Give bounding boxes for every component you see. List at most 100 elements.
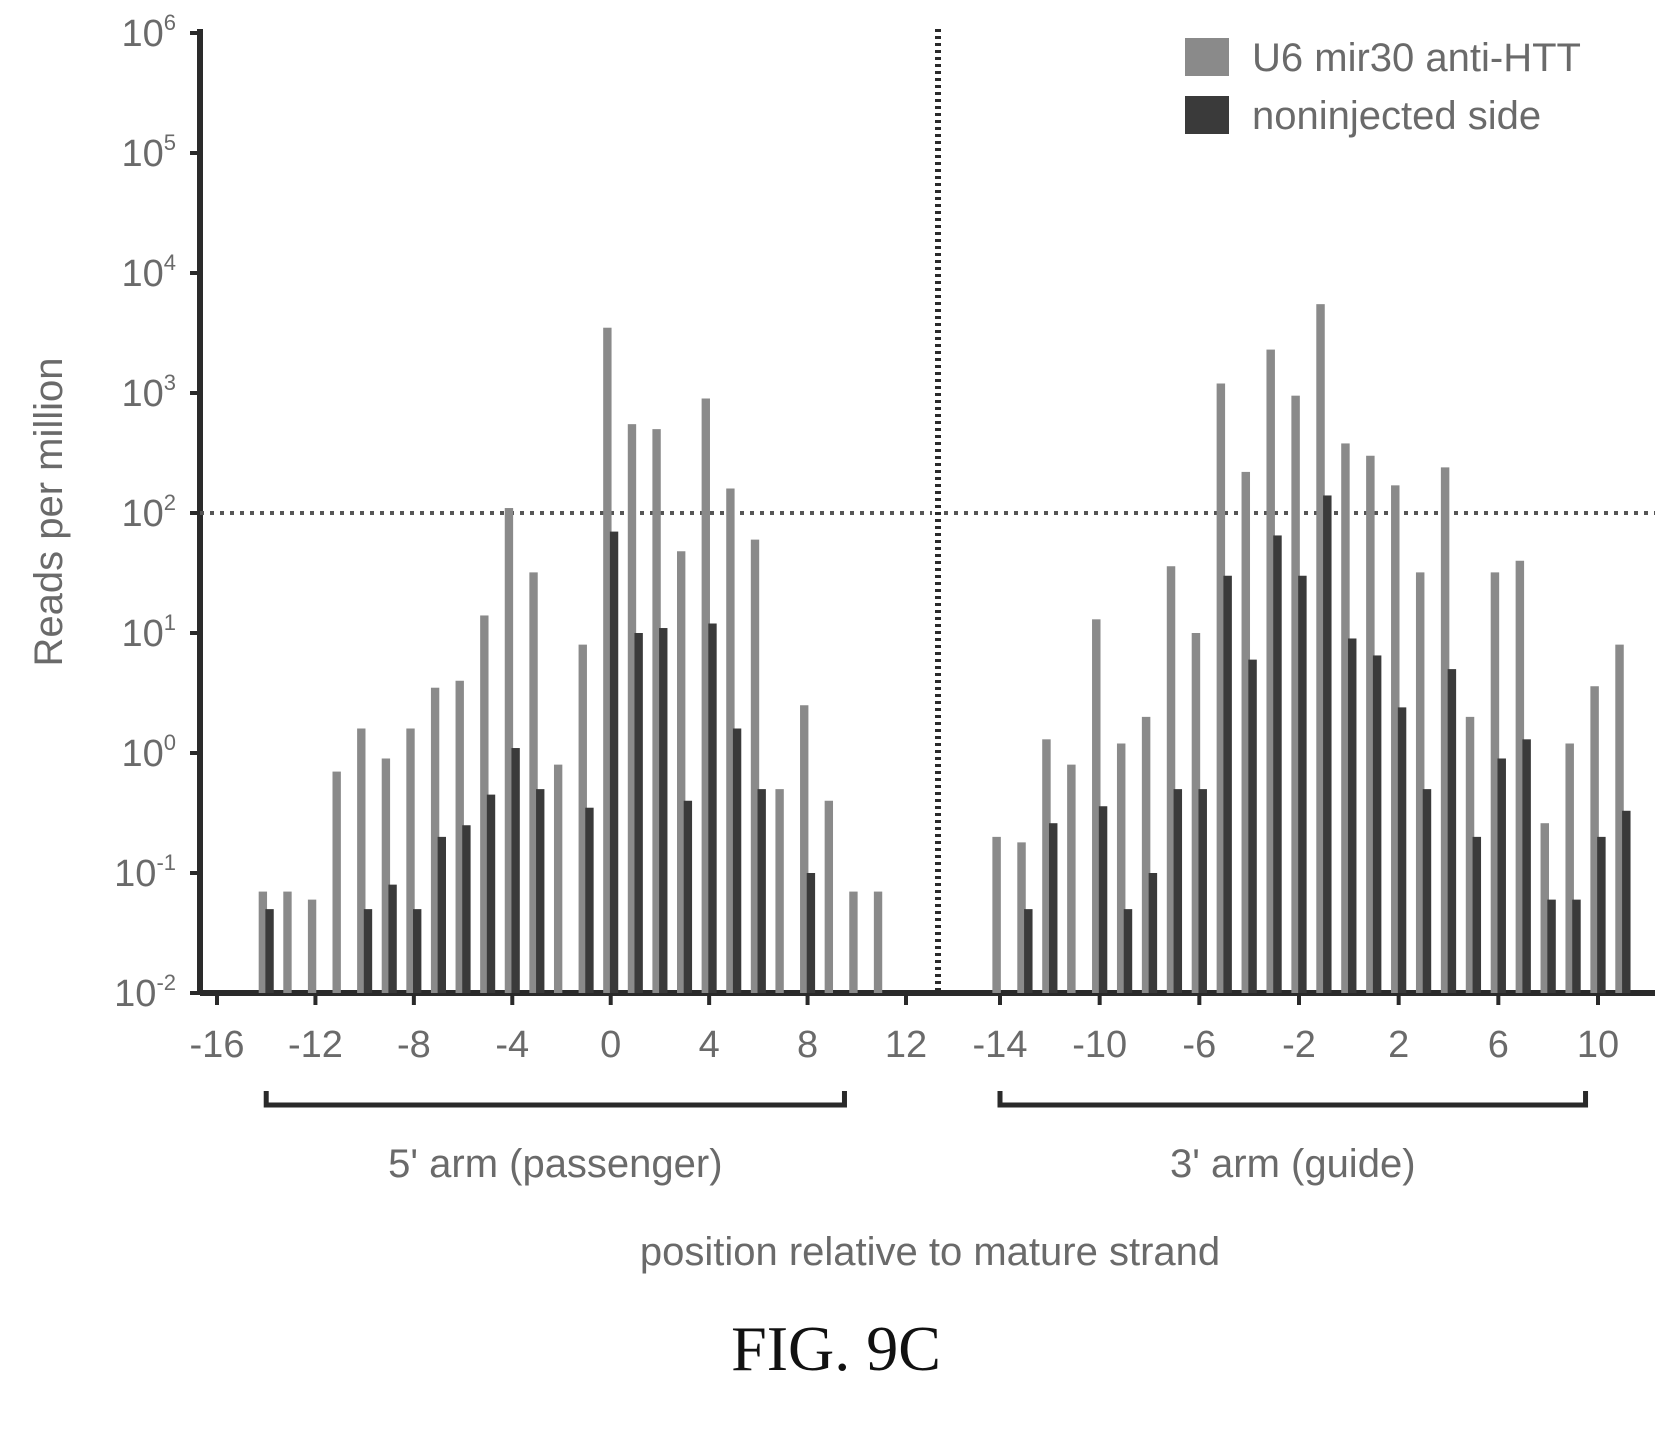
bar-anti-htt xyxy=(283,891,292,993)
bar-anti-htt xyxy=(824,800,834,993)
y-tick-exponent: -2 xyxy=(156,970,176,995)
bar-anti-htt xyxy=(1241,471,1251,993)
bar-anti-htt xyxy=(1316,304,1325,993)
legend-label: U6 mir30 anti-HTT xyxy=(1252,36,1581,80)
arm-label: 3' arm (guide) xyxy=(1170,1142,1416,1186)
bar-noninjected xyxy=(462,825,471,993)
bar-anti-htt xyxy=(1366,455,1375,993)
bar-anti-htt xyxy=(1515,560,1525,993)
bar-noninjected xyxy=(757,789,766,993)
arm-bracket xyxy=(263,1091,847,1108)
bar-noninjected xyxy=(683,800,693,993)
arm-label: 5' arm (passenger) xyxy=(388,1142,722,1186)
y-tick-exponent: 3 xyxy=(164,370,176,395)
bar-noninjected xyxy=(1347,638,1357,993)
bar-noninjected xyxy=(1298,575,1307,993)
x-axis-title: position relative to mature strand xyxy=(640,1230,1220,1274)
x-tick-label: -6 xyxy=(1182,1024,1216,1066)
y-tick-label: 101 xyxy=(121,610,176,655)
y-tick-exponent: 1 xyxy=(164,610,176,635)
bar-anti-htt xyxy=(603,327,612,994)
bar-anti-htt xyxy=(701,398,710,993)
bar-anti-htt xyxy=(1465,716,1475,993)
bar-noninjected xyxy=(609,531,619,993)
bar-anti-htt xyxy=(627,424,637,993)
bar-noninjected xyxy=(1422,789,1432,993)
bar-anti-htt xyxy=(1092,619,1101,993)
bar-anti-htt xyxy=(1615,644,1624,993)
y-tick-base: 10 xyxy=(114,853,156,895)
x-tick-label: -14 xyxy=(973,1024,1028,1066)
x-tick-label: -2 xyxy=(1282,1024,1316,1066)
x-tick-label: -8 xyxy=(397,1024,431,1066)
bar-anti-htt xyxy=(1042,739,1051,993)
bar-anti-htt xyxy=(332,771,341,993)
bar-noninjected xyxy=(1522,739,1531,993)
bar-anti-htt xyxy=(1291,395,1300,993)
bar-anti-htt xyxy=(1067,764,1076,993)
bar-noninjected xyxy=(1497,758,1506,993)
y-tick-exponent: 2 xyxy=(164,490,176,515)
bar-noninjected xyxy=(413,909,422,993)
bar-anti-htt xyxy=(1141,716,1151,993)
bar-noninjected xyxy=(659,628,668,993)
bar-noninjected xyxy=(1223,575,1232,993)
legend-swatch xyxy=(1185,96,1229,134)
bar-anti-htt xyxy=(357,728,366,993)
bar-anti-htt xyxy=(1166,566,1176,993)
y-tick-exponent: -1 xyxy=(156,850,176,875)
bar-anti-htt xyxy=(849,891,858,993)
bar-anti-htt xyxy=(1216,383,1226,993)
y-tick-base: 10 xyxy=(121,13,163,55)
bar-noninjected xyxy=(708,623,717,993)
x-tick-label: 12 xyxy=(885,1024,927,1066)
y-tick-label: 106 xyxy=(121,10,176,55)
bar-anti-htt xyxy=(504,508,514,993)
bar-noninjected xyxy=(437,836,446,993)
bar-noninjected xyxy=(1547,899,1556,993)
x-tick-label: -4 xyxy=(495,1024,529,1066)
bar-noninjected xyxy=(1048,823,1058,993)
bar-noninjected xyxy=(585,807,594,993)
y-tick-label: 10-2 xyxy=(114,970,176,1015)
y-tick-base: 10 xyxy=(121,733,163,775)
bar-anti-htt xyxy=(1017,842,1026,993)
y-tick-base: 10 xyxy=(121,133,163,175)
bar-anti-htt xyxy=(1191,633,1201,993)
bar-anti-htt xyxy=(1341,443,1350,993)
bar-noninjected xyxy=(1447,669,1457,993)
bar-anti-htt xyxy=(480,615,489,993)
bar-noninjected xyxy=(1173,789,1183,993)
y-tick-base: 10 xyxy=(121,373,163,415)
figure-caption: FIG. 9C xyxy=(731,1313,941,1384)
y-tick-label: 103 xyxy=(121,370,176,415)
bar-noninjected xyxy=(634,633,643,993)
bar-anti-htt xyxy=(430,687,440,993)
bar-noninjected xyxy=(388,884,397,993)
bar-noninjected xyxy=(1273,535,1282,993)
bar-noninjected xyxy=(1572,899,1581,993)
bar-anti-htt xyxy=(1116,743,1126,993)
bar-noninjected xyxy=(363,909,373,993)
bar-anti-htt xyxy=(406,728,415,993)
bar-noninjected xyxy=(1098,806,1108,993)
bar-anti-htt xyxy=(307,899,317,993)
y-tick-base: 10 xyxy=(121,253,163,295)
x-tick-label: 0 xyxy=(600,1024,621,1066)
legend: U6 mir30 anti-HTT noninjected side xyxy=(1185,36,1581,138)
x-tick-label: 8 xyxy=(797,1024,818,1066)
x-tick-label: 6 xyxy=(1488,1024,1509,1066)
bar-anti-htt xyxy=(652,429,661,993)
y-tick-base: 10 xyxy=(121,493,163,535)
bar-noninjected xyxy=(806,873,816,993)
arm-bracket xyxy=(997,1091,1589,1108)
bar-anti-htt xyxy=(1266,349,1275,993)
bar-anti-htt xyxy=(1415,572,1425,993)
bar-noninjected xyxy=(1397,707,1407,993)
bar-noninjected xyxy=(1248,659,1257,993)
bar-anti-htt xyxy=(677,551,686,993)
y-tick-exponent: 4 xyxy=(164,250,176,275)
bar-anti-htt xyxy=(873,891,883,993)
